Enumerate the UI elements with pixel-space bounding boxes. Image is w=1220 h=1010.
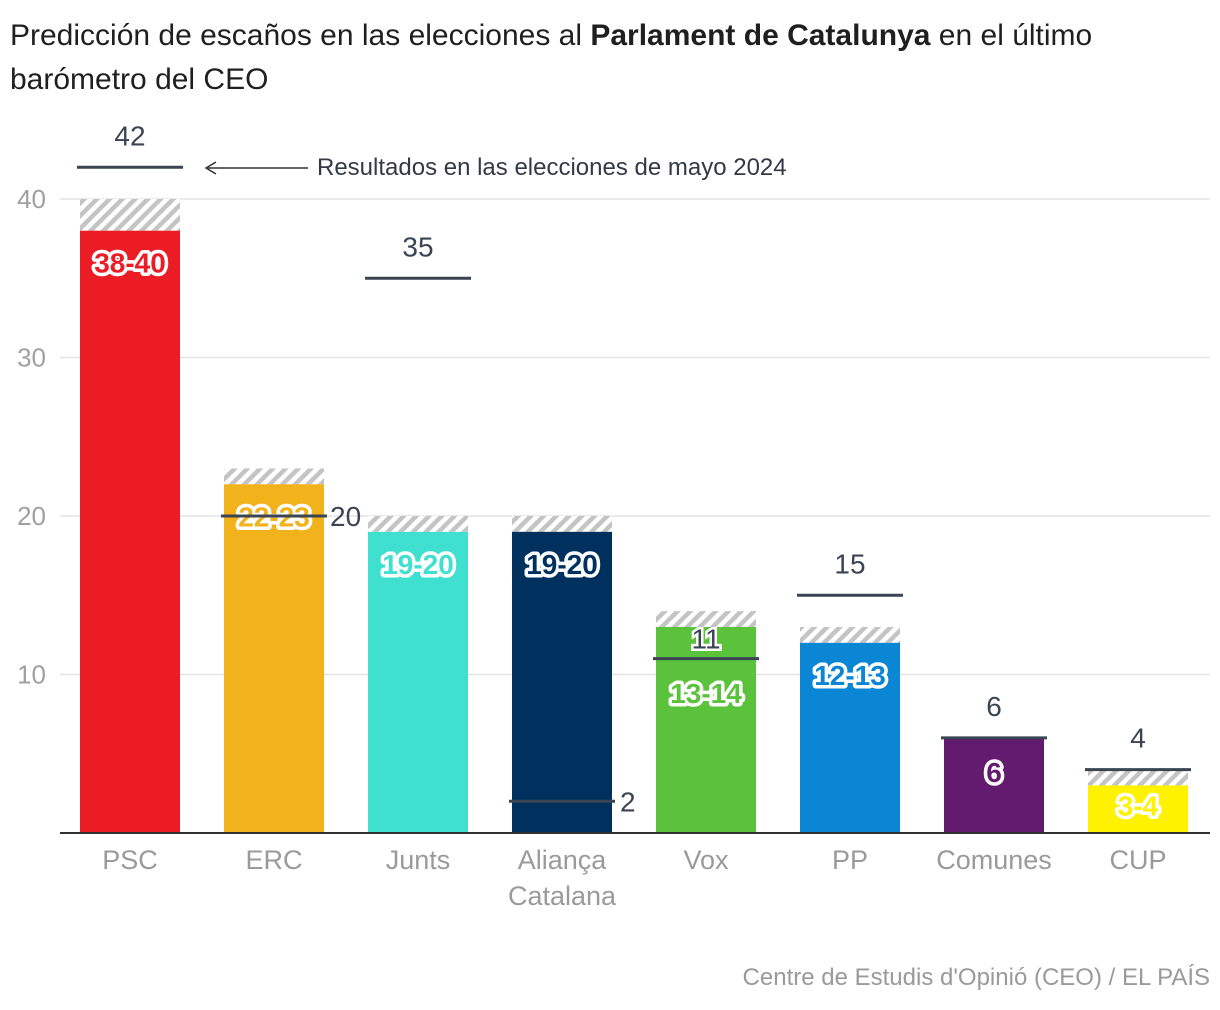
bar-value-label: 19-20 xyxy=(526,549,598,580)
x-tick-label: Aliança xyxy=(518,845,608,875)
result-label: 35 xyxy=(402,231,433,262)
bar xyxy=(224,484,324,833)
result-label: 4 xyxy=(1130,723,1146,754)
x-tick-label: Catalana xyxy=(508,881,617,911)
source-note: Centre de Estudis d'Opinió (CEO) / EL PA… xyxy=(742,964,1210,991)
bar xyxy=(944,737,1044,833)
bar xyxy=(80,230,180,833)
x-tick-label: Comunes xyxy=(936,845,1052,875)
bar-range-hatch xyxy=(368,516,468,532)
bar-value-label: 13-14 xyxy=(670,678,742,709)
bar xyxy=(512,531,612,833)
result-label: 6 xyxy=(986,691,1002,722)
y-tick-label: 20 xyxy=(17,501,46,531)
bar-value-label: 19-20 xyxy=(382,549,454,580)
annotation-arrowhead xyxy=(204,161,217,175)
x-tick-label: PSC xyxy=(102,845,158,875)
bar xyxy=(656,626,756,833)
x-tick-label: CUP xyxy=(1109,845,1166,875)
bar-range-hatch xyxy=(800,626,900,643)
y-tick-label: 40 xyxy=(17,184,46,214)
y-tick-label: 10 xyxy=(17,660,46,690)
bar-range-hatch xyxy=(656,611,756,627)
result-label: 2 xyxy=(620,786,636,817)
bar-value-label: 12-13 xyxy=(814,660,886,691)
bar-value-label: 6 xyxy=(986,757,1002,788)
bar-value-label: 38-40 xyxy=(94,248,166,279)
x-tick-label: Vox xyxy=(683,845,729,875)
result-label: 20 xyxy=(330,501,361,532)
bar-range-hatch xyxy=(80,199,180,231)
bar-value-label: 3-4 xyxy=(1118,790,1159,821)
bar-range-hatch xyxy=(224,468,324,485)
bar xyxy=(1088,785,1188,833)
bar xyxy=(368,531,468,833)
y-tick-label: 30 xyxy=(17,343,46,373)
result-label: 15 xyxy=(834,548,865,579)
result-label: 42 xyxy=(114,120,145,151)
bar-range-hatch xyxy=(1088,769,1188,786)
x-tick-label: PP xyxy=(832,845,868,875)
bar-range-hatch xyxy=(512,516,612,532)
result-label: 11 xyxy=(691,624,720,655)
bar xyxy=(800,642,900,833)
x-tick-label: ERC xyxy=(245,845,302,875)
chart-title: Predicción de escaños en las elecciones … xyxy=(10,19,1093,96)
annotation-text: Resultados en las elecciones de mayo 202… xyxy=(317,154,787,181)
x-tick-label: Junts xyxy=(386,845,451,875)
